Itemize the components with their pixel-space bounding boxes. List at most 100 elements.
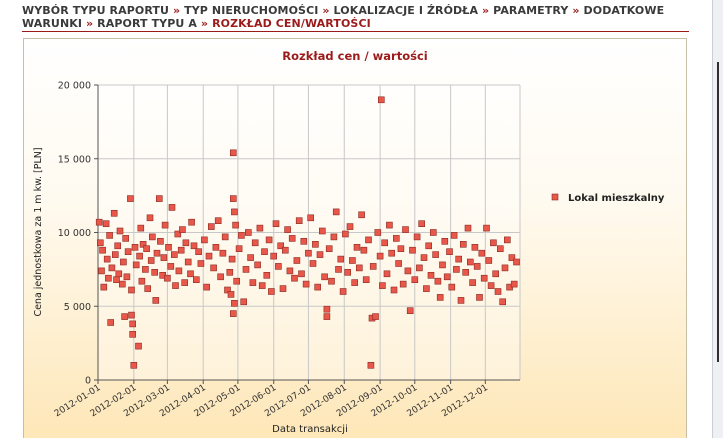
data-point <box>112 251 119 258</box>
data-point <box>240 298 247 306</box>
data-point <box>478 249 486 257</box>
data-point <box>300 238 308 245</box>
data-point <box>245 229 252 236</box>
data-point <box>309 260 317 267</box>
data-point <box>123 273 131 281</box>
data-point <box>160 254 168 261</box>
data-point <box>97 239 104 247</box>
data-point <box>316 251 324 258</box>
breadcrumb-current: ROZKŁAD CEN/WARTOŚCI <box>212 17 371 30</box>
data-point <box>441 238 449 245</box>
data-point <box>503 236 511 244</box>
data-point <box>353 244 361 251</box>
data-point <box>388 249 396 257</box>
data-point <box>416 264 423 272</box>
breadcrumb-separator: » <box>172 4 181 17</box>
data-point <box>272 220 280 227</box>
data-point <box>157 238 164 245</box>
data-point <box>214 217 222 224</box>
data-point <box>103 255 111 263</box>
data-point <box>439 261 446 269</box>
data-point <box>288 235 296 242</box>
legend: Lokal mieszkalny <box>551 193 665 204</box>
data-points <box>95 96 520 369</box>
data-point <box>369 263 377 270</box>
data-point <box>302 280 310 288</box>
data-point <box>485 257 493 264</box>
data-point <box>205 252 213 260</box>
data-point <box>293 257 301 264</box>
data-point <box>469 279 476 286</box>
data-point <box>99 246 106 254</box>
data-point <box>335 266 342 273</box>
data-point <box>464 224 472 232</box>
breadcrumb-separator: » <box>200 17 209 30</box>
breadcrumb-item-typ-nieruchomosci[interactable]: TYP NIERUCHOMOŚCI <box>184 4 319 17</box>
data-point <box>291 274 298 282</box>
data-point <box>128 286 135 294</box>
data-point <box>381 239 389 247</box>
data-point <box>386 221 393 229</box>
data-point <box>323 305 331 313</box>
data-point <box>321 273 328 281</box>
data-point <box>230 195 237 202</box>
data-point <box>406 307 414 315</box>
data-point <box>337 255 345 263</box>
data-point <box>312 241 319 248</box>
data-point <box>339 288 347 295</box>
data-point <box>219 249 227 257</box>
data-point <box>362 276 370 284</box>
data-point <box>298 270 305 278</box>
right-scrollbar-edge[interactable] <box>712 0 723 438</box>
breadcrumb-item-wybor-typu-raportu[interactable]: WYBÓR TYPU RAPORTU <box>22 4 170 17</box>
data-point <box>455 255 463 263</box>
data-point <box>129 320 136 328</box>
breadcrumb-separator: » <box>482 4 490 17</box>
data-point <box>427 271 435 279</box>
data-point <box>434 277 442 285</box>
breadcrumb-item-raport-typu-a[interactable]: RAPORT TYPU A <box>97 17 197 30</box>
data-point <box>466 258 474 266</box>
data-point <box>395 260 402 267</box>
data-point <box>379 282 386 289</box>
data-point <box>425 242 433 250</box>
data-point <box>496 245 504 252</box>
data-point <box>165 244 172 251</box>
breadcrumb-item-dodatkowe-warunki[interactable]: DODATKOWE WARUNKI <box>22 4 665 30</box>
y-tick-label: 20 000 <box>58 81 91 92</box>
data-point <box>147 257 155 264</box>
legend-label-lokal-mieszkalny: Lokal mieszkalny <box>568 193 665 204</box>
data-point <box>228 255 236 263</box>
grid-lines <box>98 84 521 380</box>
breadcrumb-item-parametry[interactable]: PARAMETRY <box>493 4 569 17</box>
data-point <box>230 149 237 157</box>
data-point <box>328 277 335 285</box>
data-point <box>142 266 149 273</box>
data-point <box>346 223 354 230</box>
data-point <box>418 220 426 227</box>
data-point <box>201 236 208 244</box>
data-point <box>212 244 220 251</box>
data-point <box>459 241 467 248</box>
data-point <box>483 224 490 232</box>
legend-marker <box>551 193 559 201</box>
data-point <box>268 288 275 295</box>
breadcrumb-item-lokalizacje-i-zrodla[interactable]: LOKALIZACJE I ŹRÓDŁA <box>333 4 479 17</box>
data-point <box>179 226 186 233</box>
axes <box>94 84 520 384</box>
data-point <box>151 268 158 276</box>
data-point <box>124 248 132 255</box>
data-point <box>193 276 200 284</box>
data-point <box>195 248 202 255</box>
data-point <box>221 233 229 241</box>
data-point <box>174 230 182 238</box>
data-point <box>128 311 135 319</box>
data-point <box>332 208 340 216</box>
chart-title: Rozkład cen / wartości <box>282 49 427 63</box>
data-point <box>494 288 502 295</box>
data-point <box>261 248 268 255</box>
data-point <box>318 227 326 235</box>
data-point <box>367 361 375 369</box>
data-point <box>411 276 419 284</box>
data-point <box>365 236 372 244</box>
